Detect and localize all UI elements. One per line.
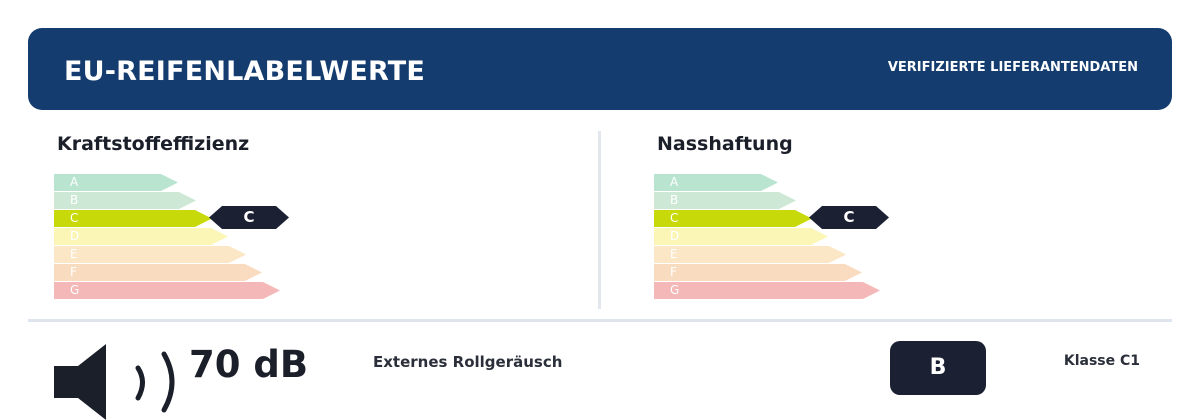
fuel-efficiency-grade-d: D xyxy=(54,228,228,245)
wet-grip-grade-b: B xyxy=(654,192,796,209)
header-title: EU-REIFENLABELWERTE xyxy=(64,56,426,87)
label-header: EU-REIFENLABELWERTE VERIFIZIERTE LIEFERA… xyxy=(28,28,1172,110)
wet-grip-title: Nasshaftung xyxy=(657,133,793,155)
fuel-efficiency-grade-g: G xyxy=(54,282,280,299)
horizontal-divider xyxy=(28,319,1172,322)
wet-grip-grade-d: D xyxy=(654,228,828,245)
fuel-efficiency-marker: C xyxy=(209,206,289,229)
fuel-efficiency-grade-f: F xyxy=(54,264,262,281)
wet-grip-marker: C xyxy=(809,206,889,229)
noise-class-badge: B xyxy=(890,341,986,395)
wet-grip-grade-a: A xyxy=(654,174,778,191)
wet-grip-grade-g: G xyxy=(654,282,880,299)
wet-grip-grade-e: E xyxy=(654,246,846,263)
speaker-sound-icon xyxy=(54,344,175,420)
fuel-efficiency-title: Kraftstoffeffizienz xyxy=(57,133,250,155)
vertical-divider xyxy=(598,131,601,309)
wet-grip-grade-f: F xyxy=(654,264,862,281)
fuel-efficiency-grade-e: E xyxy=(54,246,246,263)
fuel-efficiency-grade-b: B xyxy=(54,192,196,209)
noise-value: 70 dB xyxy=(189,343,309,386)
verified-badge: VERIFIZIERTE LIEFERANTENDATEN xyxy=(887,60,1138,75)
fuel-efficiency-grade-a: A xyxy=(54,174,178,191)
tyre-class-label: Klasse C1 xyxy=(1063,353,1140,369)
noise-label: Externes Rollgeräusch xyxy=(373,353,563,371)
fuel-efficiency-grade-c: C xyxy=(54,210,212,227)
wet-grip-grade-c: C xyxy=(654,210,812,227)
